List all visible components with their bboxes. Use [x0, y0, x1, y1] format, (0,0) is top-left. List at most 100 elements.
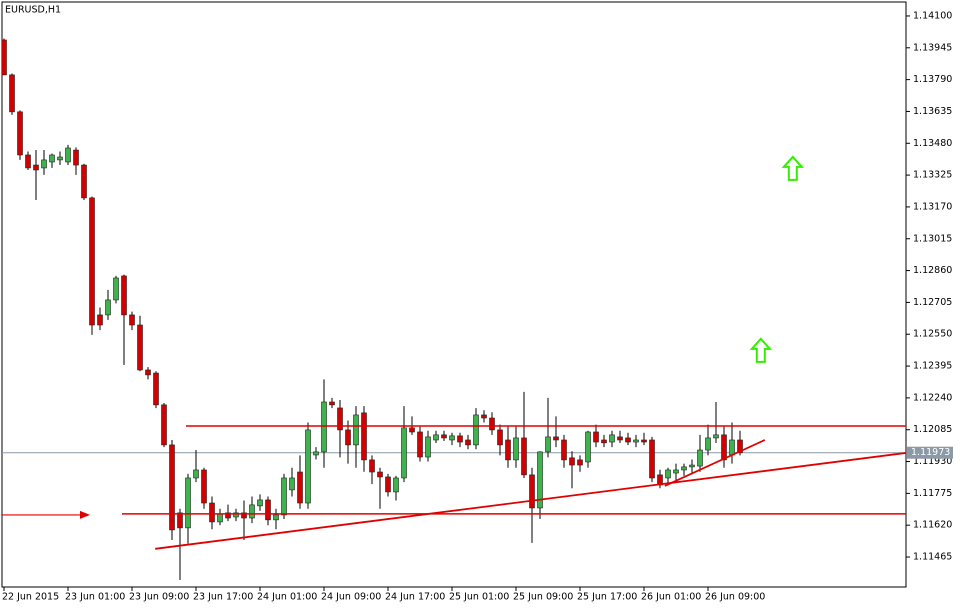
- candle-body: [641, 439, 647, 443]
- candle-body: [225, 512, 231, 519]
- candle-body: [49, 154, 55, 163]
- y-tick-label: 1.13325: [913, 170, 952, 181]
- x-tick-label: 25 Jun 01:00: [449, 592, 509, 603]
- y-tick-label: 1.13790: [913, 74, 952, 85]
- candle-body: [209, 502, 215, 523]
- candle-body: [465, 439, 471, 446]
- candle-body: [713, 434, 719, 439]
- candle-body: [2, 39, 7, 76]
- y-tick-label: 1.13945: [913, 42, 952, 53]
- candle-body: [617, 436, 623, 441]
- y-tick-label: 1.13635: [913, 106, 952, 117]
- x-tick-label: 26 Jun 01:00: [641, 592, 701, 603]
- candle-body: [89, 197, 95, 326]
- candle-body: [449, 435, 455, 441]
- y-tick-label: 1.12550: [913, 329, 952, 340]
- candle-body: [665, 469, 671, 479]
- x-tick-label: 25 Jun 09:00: [513, 592, 573, 603]
- candle-body: [217, 513, 223, 523]
- candle-body: [113, 277, 119, 301]
- candle-body: [393, 477, 399, 493]
- x-tick-label: 23 Jun 09:00: [129, 592, 189, 603]
- candle-body: [185, 477, 191, 529]
- candle-body: [609, 434, 615, 443]
- candle-body: [161, 404, 167, 446]
- candle-body: [345, 429, 351, 446]
- x-tick-label: 23 Jun 17:00: [193, 592, 253, 603]
- candle-body: [25, 154, 31, 169]
- x-tick-label: 26 Jun 09:00: [705, 592, 765, 603]
- candle-body: [257, 499, 263, 507]
- candle-body: [97, 314, 103, 326]
- candle-body: [81, 164, 87, 199]
- y-tick-label: 1.12240: [913, 392, 952, 403]
- candle-body: [513, 437, 519, 461]
- candle-body: [153, 372, 159, 406]
- up-arrow: [781, 155, 805, 181]
- y-tick-label: 1.12860: [913, 265, 952, 276]
- candle-body: [601, 439, 607, 444]
- candle-body: [737, 439, 743, 454]
- candle-body: [129, 314, 135, 326]
- arrow-head: [80, 510, 90, 519]
- candle-body: [441, 434, 447, 439]
- candle-body: [457, 435, 463, 443]
- candle-body: [241, 512, 247, 519]
- candle-body: [593, 431, 599, 443]
- candle-body: [649, 439, 655, 479]
- x-tick-label: 25 Jun 17:00: [577, 592, 637, 603]
- candle-body: [369, 459, 375, 473]
- x-tick-label: 22 Jun 2015: [2, 592, 59, 603]
- candle-body: [537, 451, 543, 509]
- candle-body: [505, 439, 511, 461]
- candle-body: [697, 449, 703, 467]
- trend-line: [155, 452, 906, 550]
- plot-frame: [1, 1, 907, 588]
- candle-body: [433, 434, 439, 441]
- candle-body: [73, 149, 79, 166]
- x-tick-label: 24 Jun 09:00: [321, 592, 381, 603]
- y-tick-label: 1.12705: [913, 297, 952, 308]
- candle-body: [385, 476, 391, 493]
- candle-body: [481, 414, 487, 419]
- plot-area: [2, 38, 906, 581]
- candle-body: [625, 437, 631, 443]
- candle-body: [473, 414, 479, 446]
- candle-body: [265, 499, 271, 521]
- y-tick-label: 1.13480: [913, 138, 952, 149]
- candle-body: [273, 514, 279, 521]
- candle-body: [409, 427, 415, 433]
- candle-body: [401, 427, 407, 479]
- candle-body: [561, 439, 567, 461]
- candle-body: [553, 436, 559, 441]
- candle-body: [577, 459, 583, 466]
- y-tick-label: 1.12395: [913, 361, 952, 372]
- candle-body: [233, 512, 239, 518]
- candle-body: [105, 299, 111, 316]
- candle-body: [297, 471, 303, 504]
- candle-body: [65, 147, 71, 163]
- candle-body: [177, 512, 183, 529]
- candle-body: [633, 439, 639, 443]
- candle-body: [313, 451, 319, 456]
- candle-body: [169, 444, 175, 531]
- candle-body: [33, 164, 39, 171]
- candle-body: [545, 436, 551, 453]
- candle-body: [497, 429, 503, 446]
- candle-body: [721, 434, 727, 461]
- current-price-label: 1.11973: [911, 447, 950, 458]
- candle-body: [9, 74, 15, 113]
- candle-body: [329, 401, 335, 406]
- y-tick-label: 1.13170: [913, 201, 952, 212]
- y-tick-label: 1.11620: [913, 520, 952, 531]
- candle-body: [353, 414, 359, 446]
- candle-body: [137, 324, 143, 371]
- candle-body: [705, 437, 711, 451]
- x-tick-label: 24 Jun 01:00: [257, 592, 317, 603]
- candle-body: [305, 429, 311, 504]
- candle-body: [121, 275, 127, 316]
- candle-body: [57, 156, 63, 161]
- candle-body: [489, 417, 495, 431]
- current-price-box: [907, 446, 953, 459]
